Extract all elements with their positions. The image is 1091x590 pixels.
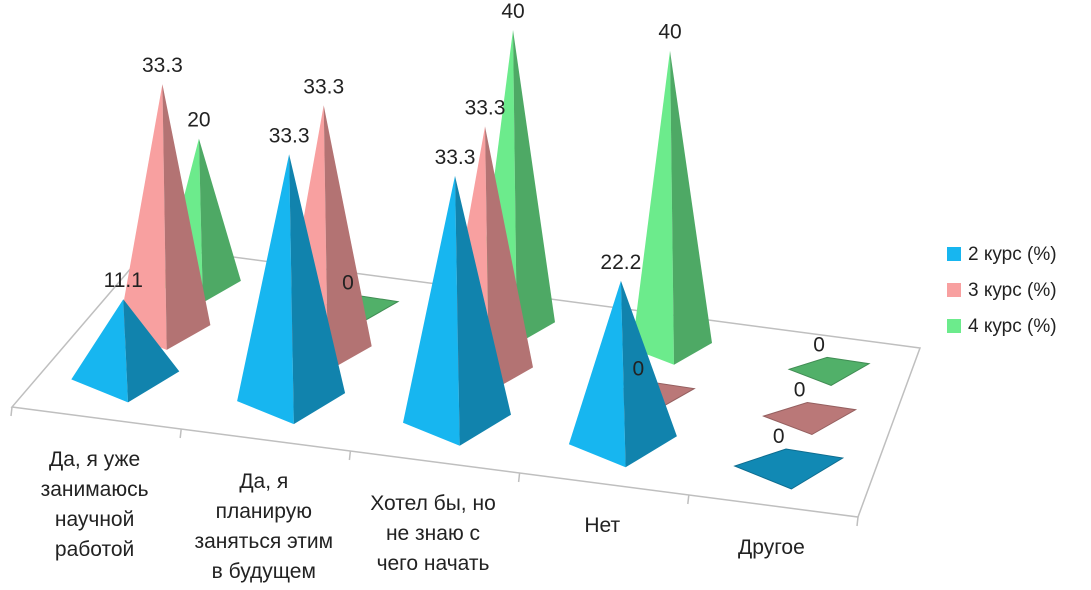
category-label-line: Нет [584, 514, 620, 537]
x-tick [687, 494, 690, 505]
x-tick [348, 450, 352, 461]
value-label-2-1: 0 [342, 271, 354, 294]
bar-2-4 [787, 356, 871, 386]
pyramid-face-side [162, 84, 211, 350]
bar-1-0 [118, 84, 211, 350]
pyramid-face-side [485, 126, 533, 393]
category-label-line: планирую [216, 500, 312, 523]
legend-swatch [947, 247, 961, 261]
value-label-2-4: 0 [813, 333, 825, 356]
bar-0-0 [71, 299, 180, 403]
category-label-line: в будущем [212, 560, 316, 583]
value-label-0-0: 11.1 [104, 269, 143, 292]
value-label-1-3: 0 [632, 357, 644, 380]
x-tick [179, 428, 182, 439]
category-labels: Да, я уже занимаюсь научной работой Да, я пла… [41, 448, 805, 583]
bar-0-4 [733, 448, 845, 490]
pyramid-face-side [198, 138, 241, 303]
category-label-2: Хотел бы, но не знаю с чего начать [370, 492, 496, 575]
category-label-line: Да, я уже [49, 448, 140, 471]
value-label-2-2: 40 [501, 0, 524, 23]
legend-swatch [947, 319, 961, 333]
bar-0-2 [403, 175, 511, 446]
legend-swatch [947, 283, 961, 297]
value-label-1-0: 33.3 [142, 54, 183, 77]
pyramid-face-front [118, 84, 167, 350]
category-label-1: Да, я планирую заняться этим в будущем [195, 470, 334, 583]
bar-2-3 [632, 50, 712, 365]
value-label-1-1: 33.3 [303, 75, 344, 98]
bar-0-1 [237, 154, 346, 425]
legend-item-1: 3 курс (%) [947, 280, 1057, 301]
pyramid-face-side [670, 50, 712, 365]
chart-marks [71, 30, 871, 490]
category-label-line: занимаюсь [41, 478, 149, 501]
category-label-line: Да, я [239, 470, 288, 493]
value-label-0-2: 33.3 [435, 146, 476, 169]
category-label-3: Нет [584, 514, 620, 537]
category-label-line: научной [55, 508, 135, 531]
pyramid-face-front [632, 50, 674, 365]
category-label-line: Другое [738, 536, 805, 559]
pyramid-face-front [568, 280, 626, 468]
legend-item-2: 4 курс (%) [947, 316, 1057, 337]
x-tick [517, 472, 521, 483]
x-tick [856, 516, 859, 527]
value-label-2-0: 20 [187, 109, 210, 132]
legend-label: 2 курс (%) [968, 244, 1057, 265]
category-label-4: Другое [738, 536, 805, 559]
bar-1-4 [762, 401, 858, 436]
pyramid-face-front [71, 299, 128, 403]
category-label-line: чего начать [377, 552, 490, 575]
value-label-0-4: 0 [773, 425, 785, 448]
pyramid-face-side [513, 30, 555, 344]
flat-bar-base [762, 401, 858, 436]
flat-bar-base [787, 356, 871, 386]
category-label-0: Да, я уже занимаюсь научной работой [41, 448, 149, 561]
bar-0-3 [568, 280, 677, 468]
x-tick [10, 406, 13, 417]
legend: 2 курс (%) 3 курс (%) 4 курс (%) [947, 244, 1057, 337]
pyramid-face-side [323, 105, 372, 372]
value-label-2-3: 40 [658, 21, 681, 44]
value-label-0-3: 22.2 [600, 251, 641, 274]
category-label-line: работой [55, 538, 134, 561]
category-label-line: Хотел бы, но [370, 492, 496, 515]
value-label-0-1: 33.3 [269, 124, 310, 147]
legend-label: 4 курс (%) [968, 316, 1057, 337]
legend-label: 3 курс (%) [968, 280, 1057, 301]
pyramid-face-front [403, 175, 460, 446]
value-label-1-2: 33.3 [465, 96, 506, 119]
category-label-line: заняться этим [195, 530, 334, 553]
value-label-1-4: 0 [794, 379, 806, 402]
pyramid-face-side [620, 280, 677, 468]
flat-bar-base [733, 448, 845, 490]
category-label-line: не знаю с [386, 522, 480, 545]
pyramid-face-side [123, 299, 180, 403]
pyramid-face-front [237, 154, 294, 425]
legend-item-0: 2 курс (%) [947, 244, 1057, 265]
pyramid-face-side [289, 154, 346, 425]
pyramid-face-side [455, 175, 511, 446]
